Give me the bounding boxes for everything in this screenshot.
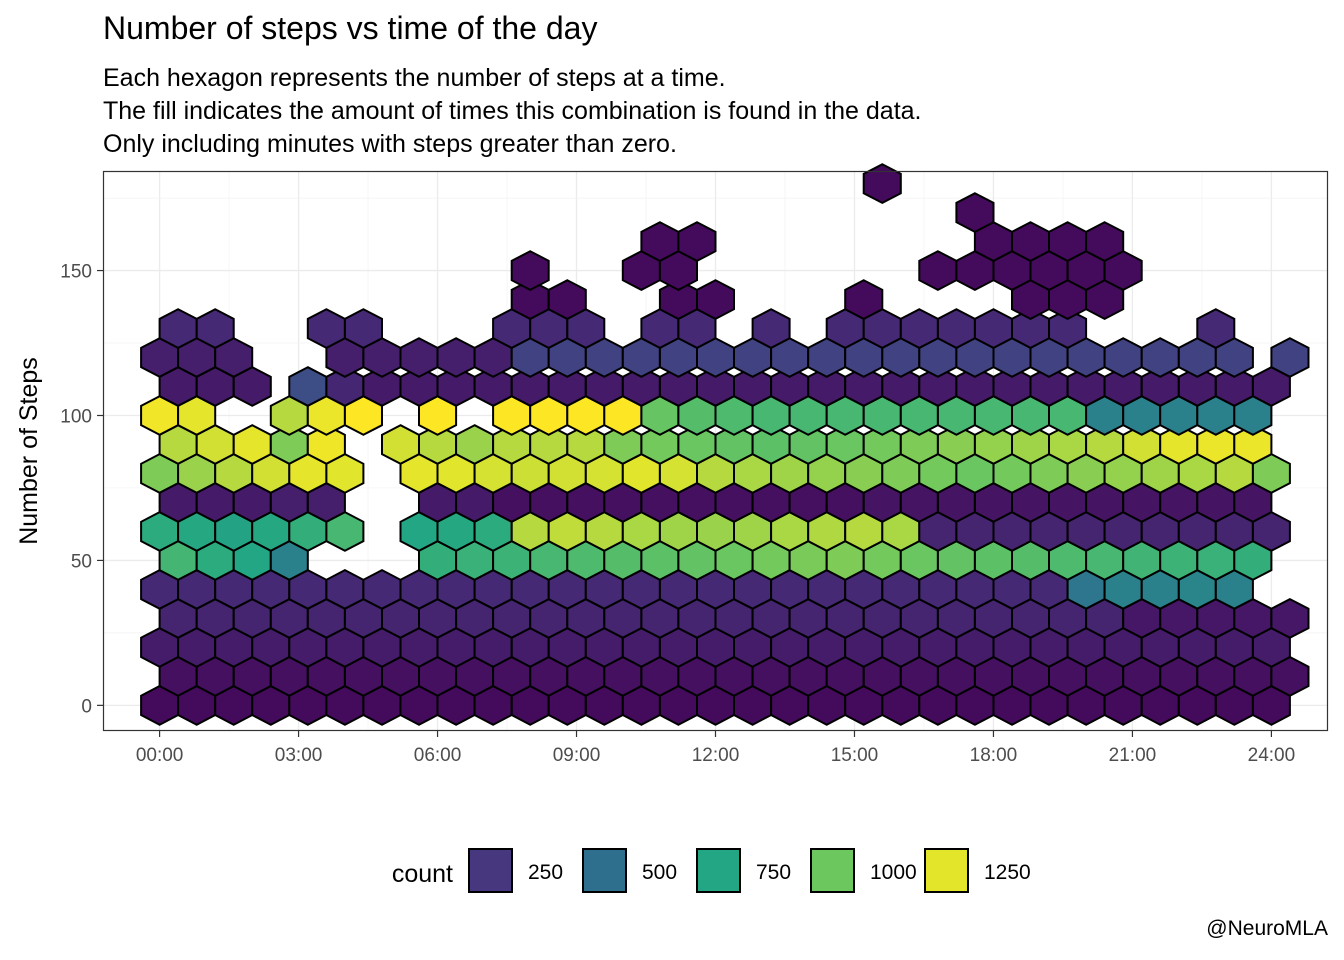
hexbin-cell [1233, 424, 1273, 465]
hexbin-cell [1103, 337, 1143, 378]
hexbin-cell [936, 308, 976, 350]
y-axis-title: Number of Steps [15, 357, 43, 545]
hexbin-cell [381, 424, 420, 465]
hexbin-cell [696, 279, 735, 321]
legend: count 250 500 750 1000 1250 [392, 848, 1031, 893]
legend-label: 1250 [984, 861, 1031, 884]
x-tick-label: 18:00 [970, 745, 1018, 766]
legend-label: 500 [642, 861, 677, 884]
subtitle-line-2: The fill indicates the amount of times t… [103, 97, 922, 125]
hexbin-cell [640, 221, 680, 263]
hexbin-cell [677, 221, 717, 263]
hexbin-cell [547, 279, 587, 321]
hexbin-cell [1048, 308, 1088, 350]
x-tick-label: 06:00 [414, 745, 462, 766]
legend-label: 750 [756, 861, 791, 884]
hexbin-cell [436, 337, 476, 378]
hexbin-cell [1140, 337, 1180, 378]
subtitle-line-3: Only including minutes with steps greate… [103, 130, 677, 158]
hexbin-cell [306, 424, 346, 465]
legend-label: 250 [528, 861, 563, 884]
hexbin-layer [140, 163, 1310, 726]
x-tick-label: 15:00 [831, 745, 879, 766]
hexbin-cell [918, 250, 958, 292]
caption: @NeuroMLA [1206, 917, 1328, 940]
legend-key [924, 848, 969, 893]
legend-key [582, 848, 627, 893]
hexbin-cell [362, 568, 402, 610]
hexbin-cell [862, 163, 902, 205]
y-tick-label: 150 [60, 262, 92, 283]
y-tick-label: 50 [71, 551, 92, 572]
chart-title: Number of steps vs time of the day [103, 10, 598, 46]
hexbin-cell [195, 308, 235, 350]
y-tick-label: 100 [60, 406, 92, 427]
hexbin-cell [306, 308, 346, 350]
hexbin-cell [288, 366, 328, 407]
y-tick-label: 0 [81, 696, 92, 717]
legend-label: 1000 [870, 861, 917, 884]
y-axis: 0 50 100 150 [60, 262, 104, 717]
hexbin-cell [510, 250, 550, 292]
x-axis: 00:00 03:00 06:00 09:00 12:00 15:00 18:00 21:00… [136, 730, 1295, 766]
hexbin-cell [1270, 337, 1310, 378]
hexbin-cell [1270, 597, 1310, 639]
x-tick-label: 21:00 [1109, 745, 1157, 766]
hexbin-cell [325, 568, 365, 610]
hexbin-cell [1085, 221, 1125, 263]
subtitle-line-1: Each hexagon represents the number of st… [103, 64, 726, 92]
x-tick-label: 24:00 [1248, 745, 1296, 766]
hexbin-cell [158, 308, 198, 350]
hexbin-cell [455, 424, 495, 465]
hexbin-cell [844, 279, 884, 321]
x-tick-label: 12:00 [692, 745, 740, 766]
legend-title: count [392, 860, 453, 888]
legend-key [810, 848, 855, 893]
x-tick-label: 09:00 [553, 745, 601, 766]
chart-subtitle: Each hexagon represents the number of st… [103, 62, 922, 161]
legend-key [696, 848, 741, 893]
x-tick-label: 00:00 [136, 745, 184, 766]
legend-key [468, 848, 513, 893]
hexbin-cell [1048, 221, 1088, 263]
hexbin-cell [751, 308, 791, 350]
hexbin-cell [1011, 221, 1050, 263]
hexbin-cell [399, 337, 439, 378]
hexbin-cell [955, 192, 995, 234]
hexbin-cell [232, 424, 272, 465]
hexbin-cell [973, 308, 1013, 350]
hexbin-cell [899, 308, 939, 350]
hexbin-cell [343, 308, 383, 350]
hexbin-cell [1196, 308, 1236, 350]
x-tick-label: 03:00 [275, 745, 323, 766]
